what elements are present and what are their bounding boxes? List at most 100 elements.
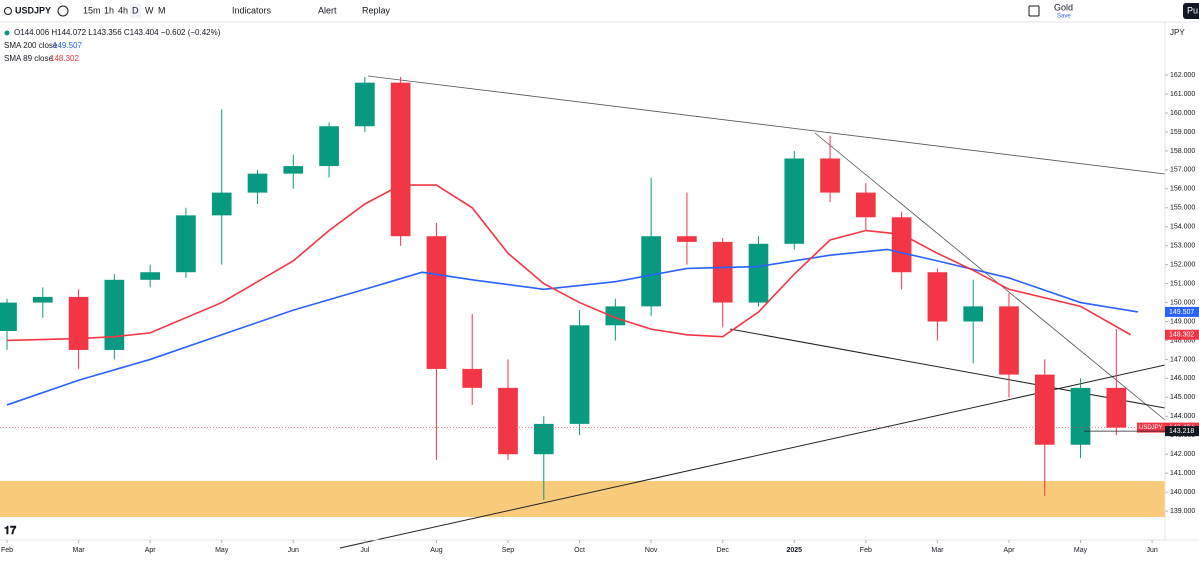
candle-body: [0, 302, 17, 331]
y-tick-label: 140.000: [1170, 489, 1195, 496]
x-tick-label: Mar: [931, 547, 944, 554]
candle-body: [247, 173, 268, 193]
sma-legend: SMA 200 close: [4, 41, 58, 50]
candle-body: [1034, 374, 1055, 445]
replay-button[interactable]: Replay: [362, 5, 391, 15]
price-tag-label: 148.302: [1169, 332, 1194, 339]
ohlc-legend: O144.006 H144.072 L143.356 C143.404 −0.6…: [14, 28, 221, 37]
candle-body: [891, 217, 912, 273]
x-tick-label: Nov: [645, 547, 658, 554]
y-tick-label: 150.000: [1170, 299, 1195, 306]
candle-body: [104, 279, 125, 350]
x-tick-label: Mar: [73, 547, 86, 554]
x-tick-label: Feb: [1, 547, 13, 554]
save-label[interactable]: Save: [1057, 14, 1071, 20]
sma-legend: SMA 89 close: [4, 54, 53, 63]
demand-zone: [0, 481, 1165, 517]
candle-body: [569, 325, 590, 424]
alert-button[interactable]: Alert: [318, 5, 337, 15]
candle-body: [462, 368, 483, 388]
candle-body: [176, 215, 196, 273]
toolbar: [0, 0, 1199, 22]
candle-body: [748, 243, 769, 303]
x-tick-label: Oct: [574, 547, 585, 554]
price-tag-label: 143.218: [1169, 428, 1194, 435]
y-tick-label: 151.000: [1170, 280, 1195, 287]
y-tick-label: 161.000: [1170, 91, 1195, 98]
trendline: [814, 132, 1166, 421]
sma-line: [6, 184, 1132, 342]
currency-label: JPY: [1170, 28, 1185, 37]
candle-body: [963, 306, 984, 322]
x-tick-label: Jul: [360, 547, 369, 554]
x-tick-label: May: [215, 547, 229, 554]
layout-icon[interactable]: [1028, 5, 1040, 17]
y-tick-label: 149.000: [1170, 318, 1195, 325]
y-tick-label: 147.000: [1170, 356, 1195, 363]
trendline: [367, 75, 1166, 175]
y-tick-label: 152.000: [1170, 261, 1195, 268]
y-tick-label: 141.000: [1170, 470, 1195, 477]
interval[interactable]: W: [145, 5, 154, 15]
y-tick-label: 153.000: [1170, 243, 1195, 250]
x-tick-label: 2025: [786, 547, 802, 554]
y-tick-label: 154.000: [1170, 224, 1195, 231]
candle-body: [390, 82, 411, 237]
candle-body: [498, 387, 518, 455]
interval[interactable]: 4h: [118, 5, 128, 15]
indicators-button[interactable]: Indicators: [232, 5, 272, 15]
candle-body: [533, 423, 554, 455]
y-tick-label: 158.000: [1170, 148, 1195, 155]
candle-body: [856, 192, 876, 218]
symbol[interactable]: USDJPY: [15, 5, 51, 15]
interval-active: [130, 4, 141, 18]
y-tick-label: 155.000: [1170, 205, 1195, 212]
y-tick-label: 157.000: [1170, 167, 1195, 174]
candle-body: [999, 306, 1019, 375]
y-tick-label: 142.000: [1170, 451, 1195, 458]
publish-label[interactable]: Pu: [1187, 5, 1198, 15]
x-tick-label: Jun: [288, 547, 299, 554]
candle-body: [605, 306, 626, 326]
x-tick-label: Aug: [430, 547, 443, 554]
x-tick-label: Apr: [145, 547, 157, 554]
sma-legend-value: 149.507: [53, 41, 82, 50]
publish-button[interactable]: [1183, 3, 1199, 19]
interval[interactable]: 1h: [104, 5, 114, 15]
candle-body: [1070, 387, 1091, 445]
y-tick-label: 144.000: [1170, 413, 1195, 420]
trendline: [729, 328, 1166, 409]
interval[interactable]: M: [158, 5, 166, 15]
candle-body: [712, 241, 733, 303]
x-tick-label: Dec: [716, 547, 729, 554]
interval[interactable]: 15m: [83, 5, 101, 15]
y-tick-label: 139.000: [1170, 508, 1195, 515]
y-tick-label: 160.000: [1170, 110, 1195, 117]
layout-name[interactable]: Gold: [1054, 2, 1073, 12]
price-tag: [1165, 329, 1199, 340]
x-tick-label: May: [1074, 547, 1088, 554]
interval[interactable]: D: [132, 5, 139, 15]
y-tick-label: 162.000: [1170, 72, 1195, 79]
add-symbol[interactable]: [57, 5, 69, 17]
logo: 𝟏𝟕: [4, 525, 17, 537]
candle-body: [319, 126, 339, 167]
x-tick-label: Apr: [1004, 547, 1016, 554]
candle-body: [32, 296, 53, 303]
search-icon[interactable]: [4, 7, 12, 15]
candle-body: [283, 166, 304, 174]
candle-body: [927, 272, 948, 322]
trendline: [339, 364, 1166, 549]
x-tick-label: Jun: [1146, 547, 1157, 554]
y-tick-label: 146.000: [1170, 375, 1195, 382]
candle-body: [784, 158, 805, 244]
sma-legend-value: 148.302: [50, 54, 79, 63]
x-tick-label: Feb: [860, 547, 872, 554]
candle-body: [641, 236, 661, 307]
symbol-tag-label: USDJPY: [1139, 425, 1163, 431]
y-tick-label: 159.000: [1170, 129, 1195, 136]
x-tick-label: Sep: [502, 547, 515, 554]
candle-body: [68, 296, 89, 350]
